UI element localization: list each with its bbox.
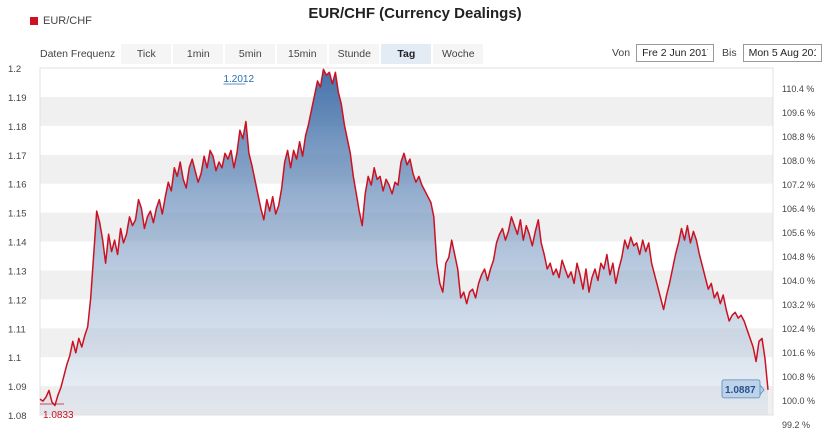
- annotation-labels: 1.2012 1.0833 1.0887: [40, 74, 765, 421]
- chart-title: EUR/CHF (Currency Dealings): [308, 5, 522, 22]
- freq-button-tag[interactable]: Tag: [381, 44, 432, 64]
- y-tick-left: 1.16: [8, 180, 27, 191]
- grid-band: [40, 68, 773, 97]
- y-tick-right: 106.4 %: [782, 204, 815, 214]
- y-tick-right: 105.6 %: [782, 228, 815, 238]
- freq-button-tick[interactable]: Tick: [121, 44, 172, 64]
- y-tick-right: 109.6 %: [782, 108, 815, 118]
- max-label: 1.2012: [223, 74, 254, 85]
- to-label: Bis: [722, 47, 737, 59]
- y-tick-left: 1.19: [8, 93, 27, 104]
- date-range-to: Bis: [722, 44, 822, 62]
- from-date-input[interactable]: [636, 44, 715, 62]
- freq-button-15min[interactable]: 15min: [277, 44, 328, 64]
- y-tick-right: 101.6 %: [782, 348, 815, 358]
- frequency-toolbar: Daten Frequenz Tick 1min 5min 15min Stun…: [40, 44, 485, 64]
- legend-swatch: [30, 17, 38, 25]
- left-axis: 1.08 1.09 1.1 1.11 1.12 1.13 1.14 1.15 1.16 1.17 1…: [8, 64, 27, 422]
- y-tick-left: 1.11: [8, 324, 26, 335]
- date-range-from: Von: [612, 44, 715, 62]
- y-tick-right: 104.0 %: [782, 276, 815, 286]
- y-tick-left: 1.15: [8, 209, 27, 220]
- y-tick-left: 1.14: [8, 238, 27, 249]
- y-tick-right: 110.4 %: [782, 84, 814, 94]
- y-tick-left: 1.13: [8, 266, 27, 277]
- freq-button-stunde[interactable]: Stunde: [329, 44, 380, 64]
- y-tick-right: 108.0 %: [782, 156, 815, 166]
- series-line: [39, 68, 769, 407]
- right-axis: 99.2 % 100.0 % 100.8 % 101.6 % 102.4 % 103.2 …: [782, 84, 815, 430]
- frequency-label: Daten Frequenz: [40, 48, 116, 60]
- to-date-input[interactable]: [742, 44, 822, 62]
- y-tick-right: 100.0 %: [782, 396, 815, 406]
- min-label: 1.0833: [43, 410, 74, 421]
- y-tick-right: 103.2 %: [782, 300, 815, 310]
- y-tick-left: 1.08: [8, 411, 27, 422]
- chart-legend[interactable]: EUR/CHF: [30, 15, 92, 27]
- last-value-label: 1.0887: [725, 385, 756, 396]
- y-tick-left: 1.18: [8, 122, 27, 133]
- grid-band: [40, 125, 773, 155]
- freq-button-woche[interactable]: Woche: [433, 44, 484, 64]
- from-label: Von: [612, 47, 631, 59]
- y-tick-left: 1.09: [8, 382, 27, 393]
- legend-label: EUR/CHF: [43, 15, 92, 27]
- series-area: [40, 69, 768, 416]
- y-tick-left: 1.17: [8, 151, 27, 162]
- freq-button-5min[interactable]: 5min: [225, 44, 276, 64]
- y-tick-right: 108.8 %: [782, 132, 815, 142]
- y-tick-right: 102.4 %: [782, 324, 815, 334]
- y-tick-left: 1.12: [8, 295, 27, 306]
- y-tick-right: 99.2 %: [782, 420, 810, 430]
- freq-button-1min[interactable]: 1min: [173, 44, 224, 64]
- y-tick-right: 107.2 %: [782, 180, 815, 190]
- grid-band: [40, 96, 773, 126]
- last-value-box: [721, 379, 761, 399]
- y-tick-left: 1.1: [8, 353, 21, 364]
- y-tick-left: 1.2: [8, 64, 21, 75]
- y-tick-right: 104.8 %: [782, 252, 815, 262]
- y-tick-right: 100.8 %: [782, 372, 815, 382]
